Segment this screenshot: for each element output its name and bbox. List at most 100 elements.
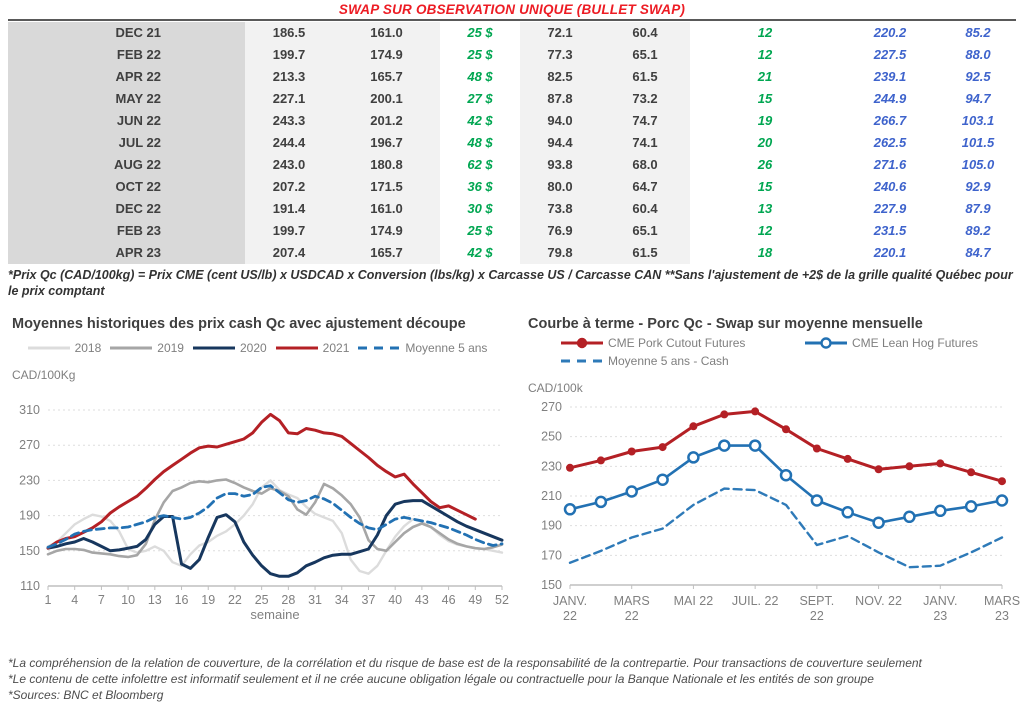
table-cell-value: 180.8 bbox=[333, 154, 440, 176]
data-point-marker bbox=[656, 473, 669, 486]
table-cell-value: 84.7 bbox=[965, 245, 991, 260]
bottom-footnotes: *La compréhension de la relation de couv… bbox=[8, 656, 1016, 703]
table-cell-value: 60.4 bbox=[600, 22, 690, 44]
table-cell-value: 174.9 bbox=[333, 220, 440, 242]
data-point-marker bbox=[782, 425, 790, 434]
x-tick-label: 52 bbox=[495, 593, 509, 607]
data-point-marker bbox=[905, 462, 914, 471]
table-cell-month: JUN 22 bbox=[8, 110, 245, 132]
legend-label: 2021 bbox=[322, 341, 350, 355]
table-cell-value: 227.5 bbox=[873, 47, 907, 62]
table-cell-value: 88.0 bbox=[965, 47, 991, 62]
table-cell-value: 243.3 bbox=[245, 110, 333, 132]
legend-swatch-icon bbox=[110, 346, 153, 350]
x-tick-label: 25 bbox=[255, 593, 269, 607]
x-tick-label: 22 bbox=[625, 609, 639, 623]
legend-label: CME Pork Cutout Futures bbox=[608, 336, 746, 350]
table-row: JUL 22 244.4 196.7 48 $ 94.4 74.1 20 262.5 101.5 bbox=[8, 132, 1016, 154]
table-cell-month: AUG 22 bbox=[8, 154, 245, 176]
table-cell-value: 94.4 bbox=[520, 132, 600, 154]
data-point-marker bbox=[936, 459, 945, 468]
x-tick-label: SEPT. bbox=[799, 594, 834, 608]
table-cell-value: 266.7 bbox=[873, 113, 907, 128]
table-cell-value: 42 $ bbox=[467, 245, 493, 260]
table-cell-value: 199.7 bbox=[245, 44, 333, 66]
series-line-2021 bbox=[46, 412, 477, 550]
table-cell-value: 174.9 bbox=[333, 44, 440, 66]
table-cell-value: 20 bbox=[757, 135, 773, 150]
x-tick-label: NOV. 22 bbox=[855, 594, 902, 608]
x-tick-label: 31 bbox=[308, 593, 322, 607]
left-chart-title: Moyennes historiques des prix cash Qc av… bbox=[12, 316, 466, 332]
y-tick-label: 270 bbox=[541, 400, 562, 414]
data-point-marker bbox=[687, 451, 700, 464]
y-tick-label: 270 bbox=[19, 438, 40, 452]
x-tick-label: 4 bbox=[71, 593, 78, 607]
page-title: SWAP SUR OBSERVATION UNIQUE (BULLET SWAP… bbox=[338, 2, 686, 17]
data-point-marker bbox=[689, 422, 698, 431]
table-row: JUN 22 243.3 201.2 42 $ 94.0 74.7 19 266.7 103.1 bbox=[8, 110, 1016, 132]
table-cell-value: 92.9 bbox=[965, 179, 991, 194]
legend-label: Moyenne 5 ans - Cash bbox=[608, 354, 729, 368]
table-cell-value: 15 bbox=[757, 91, 773, 106]
legend-label: 2018 bbox=[74, 341, 102, 355]
x-tick-label: 46 bbox=[442, 593, 456, 607]
table-cell-value: 262.5 bbox=[873, 135, 907, 150]
table-cell-month: OCT 22 bbox=[8, 176, 245, 198]
table-cell-value: 65.1 bbox=[600, 220, 690, 242]
data-point-marker bbox=[843, 454, 852, 463]
x-tick-label: 7 bbox=[98, 593, 105, 607]
table-cell-month: FEB 23 bbox=[8, 220, 245, 242]
table-cell-value: 227.1 bbox=[245, 88, 333, 110]
table-cell-value: 12 bbox=[757, 25, 773, 40]
table-cell-month: DEC 21 bbox=[8, 22, 245, 44]
table-cell-value: 271.6 bbox=[873, 157, 907, 172]
table-cell-value: 200.1 bbox=[333, 88, 440, 110]
x-tick-label: 34 bbox=[335, 593, 349, 607]
table-row: DEC 21 186.5 161.0 25 $ 72.1 60.4 12 220.2 85.2 bbox=[8, 22, 1016, 44]
y-tick-label: 310 bbox=[19, 403, 40, 417]
y-tick-label: 110 bbox=[20, 579, 40, 593]
table-row: MAY 22 227.1 200.1 27 $ 87.8 73.2 15 244.9 94.7 bbox=[8, 88, 1016, 110]
forward-curve-chart: Courbe à terme - Porc Qc - Swap sur moye… bbox=[526, 316, 1020, 641]
table-cell-value: 48 $ bbox=[467, 135, 493, 150]
table-cell-value: 105.0 bbox=[961, 157, 995, 172]
series-line-moyenne-5-ans-cash bbox=[568, 487, 1004, 569]
table-cell-value: 61.5 bbox=[600, 242, 690, 264]
data-point-marker bbox=[872, 516, 885, 529]
legend-label: Moyenne 5 ans bbox=[405, 341, 488, 355]
title-divider bbox=[8, 19, 1016, 21]
table-cell-value: 186.5 bbox=[245, 22, 333, 44]
data-point-marker bbox=[810, 494, 824, 507]
x-tick-label: 1 bbox=[45, 593, 52, 607]
table-cell-month: APR 23 bbox=[8, 242, 245, 264]
data-point-marker bbox=[566, 463, 574, 472]
table-cell-value: 89.2 bbox=[965, 223, 991, 238]
data-point-marker bbox=[779, 468, 793, 482]
x-tick-label: JUIL. 22 bbox=[732, 594, 779, 608]
table-cell-month: DEC 22 bbox=[8, 198, 245, 220]
data-point-marker bbox=[903, 510, 916, 524]
legend-label: 2019 bbox=[157, 341, 184, 355]
legend-item: Moyenne 5 ans bbox=[357, 341, 487, 355]
table-cell-value: 201.2 bbox=[333, 110, 440, 132]
table-cell-value: 25 $ bbox=[467, 223, 493, 238]
data-point-marker bbox=[563, 503, 577, 516]
table-cell-value: 220.1 bbox=[873, 245, 907, 260]
data-point-marker bbox=[594, 495, 608, 509]
table-cell-value: 85.2 bbox=[965, 25, 991, 40]
table-cell-value: 87.8 bbox=[520, 88, 600, 110]
table-cell-value: 80.0 bbox=[520, 176, 600, 198]
table-cell-value: 62 $ bbox=[467, 157, 493, 172]
series-line-2019 bbox=[46, 478, 504, 559]
x-tick-label: 43 bbox=[415, 593, 429, 607]
table-cell-value: 72.1 bbox=[520, 22, 600, 44]
table-cell-value: 92.5 bbox=[965, 69, 991, 84]
table-cell-value: 79.8 bbox=[520, 242, 600, 264]
data-point-marker bbox=[748, 439, 762, 452]
table-cell-value: 196.7 bbox=[333, 132, 440, 154]
table-cell-value: 68.0 bbox=[600, 154, 690, 176]
table-cell-value: 73.2 bbox=[600, 88, 690, 110]
data-point-marker bbox=[967, 468, 976, 477]
